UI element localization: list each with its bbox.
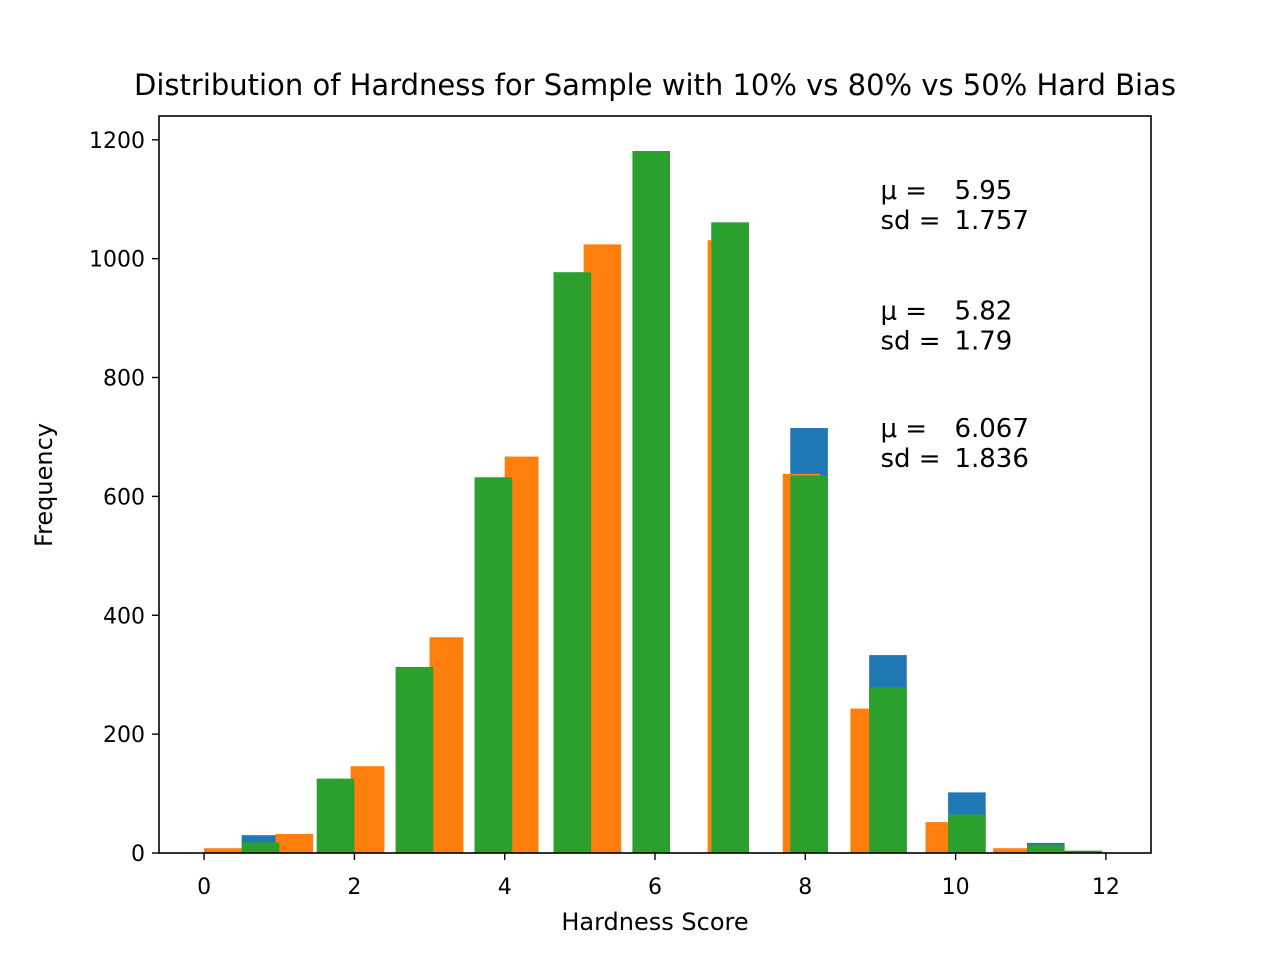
x-tick-label: 6 (648, 875, 662, 900)
x-tick-label: 10 (942, 875, 970, 900)
y-tick-label: 400 (103, 604, 145, 629)
stats-annotation-2: μ = 5.82 sd = 1.79 (880, 296, 1012, 356)
y-tick-label: 1000 (89, 248, 145, 273)
stats-annotations: μ = 5.95 sd = 1.757 μ = 5.82 sd = 1.79 μ = 6.067 s… (880, 176, 1028, 474)
x-tick-label: 4 (498, 875, 512, 900)
stats-annotation-3: μ = 6.067 sd = 1.836 (880, 414, 1028, 474)
x-axis-label: Hardness Score (561, 908, 748, 936)
bar-series-3-4 (474, 477, 513, 853)
bar-series-3-10 (948, 814, 986, 853)
sd-value: 1.79 (954, 326, 1012, 356)
bar-series-3-12 (1064, 850, 1103, 853)
bar-series-2-3 (350, 766, 385, 853)
x-axis-ticks: 0 2 4 6 8 10 12 (197, 853, 1120, 900)
y-tick-label: 0 (131, 842, 145, 867)
bar-series-3-7 (711, 222, 749, 853)
bar-series-3-8 (790, 475, 828, 853)
bar-series-3-6 (632, 151, 671, 853)
y-tick-label: 600 (103, 485, 145, 510)
y-tick-label: 1200 (89, 129, 145, 154)
mean-value: 6.067 (954, 414, 1028, 444)
bar-series-3-9 (869, 687, 907, 853)
bar-series-2-1 (204, 848, 242, 853)
mean-label: μ = (880, 296, 927, 326)
sd-label: sd = (880, 326, 940, 356)
bars-layer (204, 151, 1103, 854)
bar-series-3-1 (241, 842, 280, 853)
y-tick-label: 800 (103, 367, 145, 392)
y-axis-label: Frequency (30, 423, 58, 547)
x-tick-label: 12 (1092, 875, 1120, 900)
bar-series-2-2 (275, 833, 314, 853)
bar-series-3-2 (316, 778, 355, 853)
stats-annotation-1: μ = 5.95 sd = 1.757 (880, 176, 1028, 236)
bar-series-2-4 (429, 637, 464, 853)
bar-series-3-5 (553, 272, 592, 853)
mean-value: 5.95 (954, 176, 1012, 206)
bar-series-3-3 (395, 666, 434, 853)
sd-value: 1.757 (954, 206, 1028, 236)
x-tick-label: 0 (197, 875, 211, 900)
sd-label: sd = (880, 206, 940, 236)
bar-series-2-11 (993, 848, 1027, 853)
x-tick-label: 2 (347, 875, 361, 900)
x-tick-label: 8 (798, 875, 812, 900)
mean-label: μ = (880, 176, 927, 206)
sd-value: 1.836 (954, 444, 1028, 474)
y-axis-ticks: 0 200 400 600 800 1000 1200 (89, 129, 159, 867)
chart-title: Distribution of Hardness for Sample with… (134, 68, 1176, 102)
y-tick-label: 200 (103, 723, 145, 748)
mean-label: μ = (880, 414, 927, 444)
sd-label: sd = (880, 444, 940, 474)
mean-value: 5.82 (954, 296, 1012, 326)
bar-series-3-11 (1027, 844, 1065, 853)
